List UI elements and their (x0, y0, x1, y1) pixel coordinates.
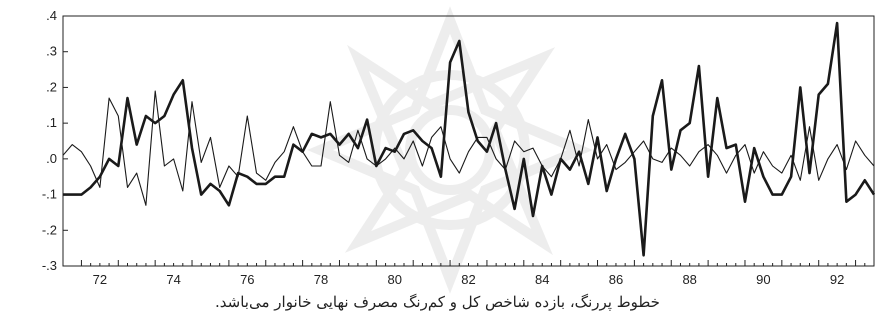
y-tick-label: -.2 (42, 222, 57, 237)
x-tick-label: 78 (314, 272, 328, 287)
x-tick-label: 84 (535, 272, 549, 287)
x-tick-label: 92 (830, 272, 844, 287)
x-tick-label: 72 (93, 272, 107, 287)
y-tick-label: .3 (46, 44, 57, 59)
y-tick-label: .1 (46, 115, 57, 130)
x-tick-label: 74 (166, 272, 180, 287)
plot-border (62, 15, 875, 267)
y-tick-label: .4 (46, 8, 57, 23)
y-tick-label: -.3 (42, 258, 57, 273)
y-tick-label: .0 (46, 151, 57, 166)
line-chart: -.3 -.2 -.1 .0 .1 .2 .3 .4 72 74 76 78 80 82 84 86 88 90… (42, 8, 875, 287)
x-tick-label: 88 (682, 272, 696, 287)
x-tick-label: 76 (240, 272, 254, 287)
y-tick-label: .2 (46, 79, 57, 94)
x-tick-label: 86 (609, 272, 623, 287)
series-line-light (62, 90, 875, 206)
x-tick-label: 82 (461, 272, 475, 287)
figure-caption: خطوط پررنگ، بازده شاخص کل و کم‌رنگ مصرف … (215, 293, 660, 311)
y-tick-label: -.1 (42, 187, 57, 202)
series-line-bold (63, 21, 875, 257)
x-tick-label: 90 (756, 272, 770, 287)
x-tick-label: 80 (388, 272, 402, 287)
